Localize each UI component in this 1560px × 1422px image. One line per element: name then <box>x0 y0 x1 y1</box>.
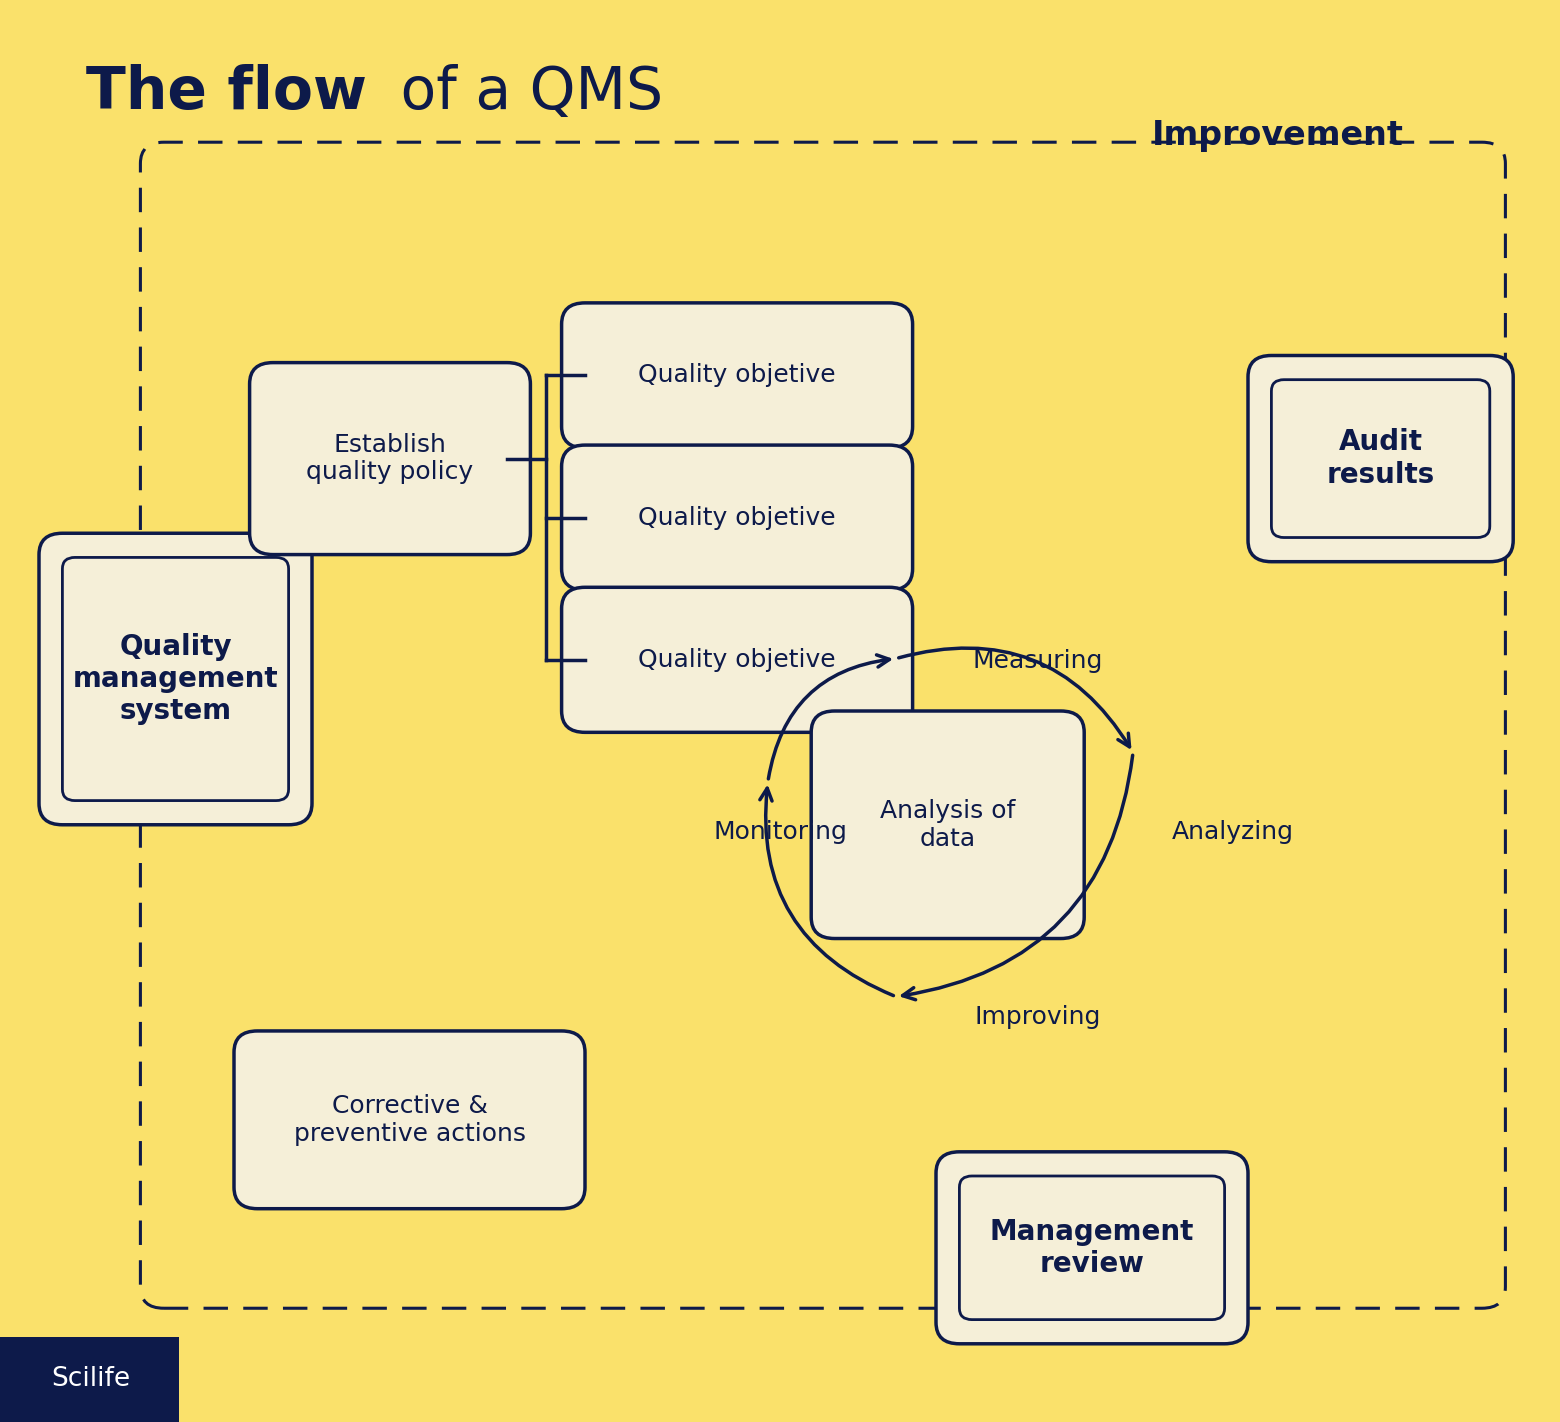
Text: Management
review: Management review <box>989 1217 1195 1278</box>
FancyBboxPatch shape <box>562 303 913 448</box>
FancyBboxPatch shape <box>936 1152 1248 1344</box>
Text: Monitoring: Monitoring <box>713 820 847 843</box>
FancyBboxPatch shape <box>1248 356 1513 562</box>
Text: Quality objetive: Quality objetive <box>638 506 836 529</box>
FancyBboxPatch shape <box>39 533 312 825</box>
Text: Corrective &
preventive actions: Corrective & preventive actions <box>293 1094 526 1146</box>
FancyBboxPatch shape <box>562 587 913 732</box>
FancyBboxPatch shape <box>811 711 1084 939</box>
Text: Analysis of
data: Analysis of data <box>880 799 1016 850</box>
Text: Improvement: Improvement <box>1153 118 1404 152</box>
Text: Audit
results: Audit results <box>1326 428 1435 489</box>
FancyBboxPatch shape <box>250 363 530 555</box>
Text: Improving: Improving <box>973 1005 1101 1028</box>
Text: Analyzing: Analyzing <box>1172 820 1293 843</box>
Text: of a QMS: of a QMS <box>382 64 663 121</box>
Text: Quality objetive: Quality objetive <box>638 648 836 671</box>
FancyBboxPatch shape <box>562 445 913 590</box>
Text: Quality
management
system: Quality management system <box>73 633 278 725</box>
Text: Scilife: Scilife <box>51 1367 129 1392</box>
FancyBboxPatch shape <box>234 1031 585 1209</box>
Text: Establish
quality policy: Establish quality policy <box>306 432 474 485</box>
Text: The flow: The flow <box>86 64 367 121</box>
FancyBboxPatch shape <box>0 1337 179 1422</box>
Text: Measuring: Measuring <box>972 650 1103 673</box>
Text: Quality objetive: Quality objetive <box>638 364 836 387</box>
